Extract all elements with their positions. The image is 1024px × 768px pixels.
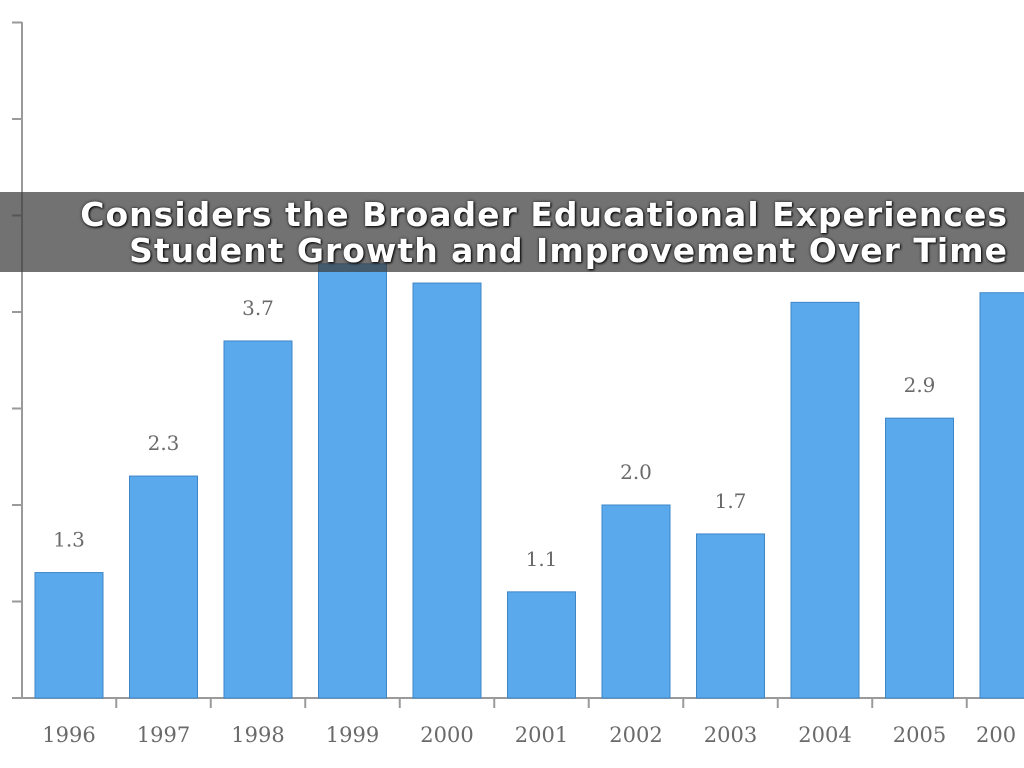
caption-line-2: Student Growth and Improvement Over Time [129,231,1008,270]
data-label-2001: 1.1 [526,547,558,571]
data-label-1997: 2.3 [148,431,180,455]
x-tick-label-2000: 2000 [420,723,473,747]
data-label-1998: 3.7 [242,296,274,320]
x-tick-label-1997: 1997 [137,723,190,747]
x-axis-ticks: 1996 1997 1998 1999 2000 2001 2002 2003 2004 2005… [42,698,1016,747]
data-label-2003: 1.7 [715,489,747,513]
bar-2003 [696,533,765,699]
chart-data-labels: 1.3 2.3 3.7 1.1 2.0 1.7 2.9 [53,296,935,571]
bar-2002 [601,504,671,699]
bar-2000 [412,282,482,699]
bar-1999 [318,263,387,699]
x-tick-label-2005: 2005 [893,723,946,747]
y-axis-ticks [12,21,22,603]
x-tick-label-1996: 1996 [42,723,95,747]
caption-band [0,192,1024,272]
bar-2005 [885,417,954,699]
chart-bars [34,263,1024,699]
x-tick-label-2002: 2002 [609,723,662,747]
data-label-2002: 2.0 [620,460,652,484]
bar-2001 [507,591,576,699]
bar-1997 [129,475,198,699]
x-tick-label-2006: 200 [976,723,1016,747]
x-tick-label-2001: 2001 [515,723,568,747]
bar-1996 [34,572,104,699]
x-tick-label-1999: 1999 [326,723,379,747]
x-tick-label-2003: 2003 [704,723,757,747]
x-tick-label-1998: 1998 [231,723,284,747]
bar-2004 [790,301,860,699]
x-tick-label-2004: 2004 [798,723,851,747]
bar-2006 [979,292,1024,699]
caption-line-1: Considers the Broader Educational Experi… [80,195,1008,234]
data-label-2005: 2.9 [904,373,936,397]
data-label-1996: 1.3 [53,528,85,552]
bar-1998 [223,340,293,699]
